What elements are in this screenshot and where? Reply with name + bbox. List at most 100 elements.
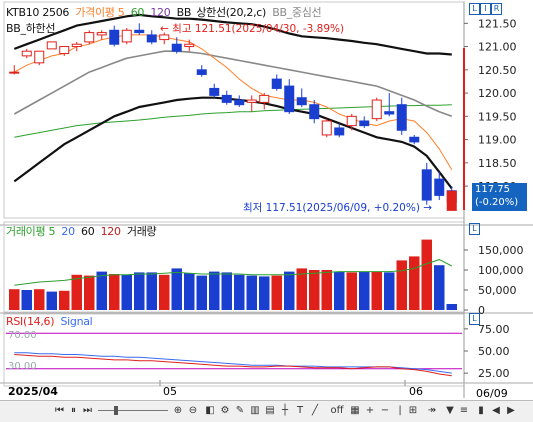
text-icon[interactable]: T xyxy=(296,405,304,416)
step-arrow-icon[interactable]: ↠ xyxy=(427,405,437,416)
signal-legend-label[interactable]: Signal xyxy=(60,315,93,328)
date-label-current: 06/09 xyxy=(476,387,508,400)
rsi-axis-label: 50.00 xyxy=(478,345,510,358)
volume-bar xyxy=(371,271,382,310)
chart-icon[interactable]: ▥ xyxy=(250,405,260,416)
candle-body xyxy=(221,94,232,103)
volume-bar xyxy=(321,270,332,310)
panel-button-i[interactable]: I xyxy=(480,3,491,15)
volume-bar xyxy=(84,275,95,310)
volume-bar xyxy=(159,274,170,310)
split-icon[interactable]: ⊞ xyxy=(408,405,418,416)
first-page-icon[interactable]: ⏮ xyxy=(55,405,64,416)
volume-axis-label: 50,000 xyxy=(478,284,517,297)
candle-body xyxy=(59,46,70,55)
line-tool-icon[interactable]: ╱ xyxy=(311,405,319,416)
bb-upper-line xyxy=(13,13,452,56)
date-label-april: 2025/04 xyxy=(8,385,58,398)
low-annotation-text: 최저 117.51(2025/06/09, +0.20%) xyxy=(243,202,420,214)
ma60-legend[interactable]: 60 xyxy=(130,6,145,19)
candle-body xyxy=(359,120,370,127)
current-price-tag: 117.75 (-0.20%) xyxy=(472,183,527,211)
price-axis-label: 119.00 xyxy=(478,134,517,147)
ma5-line xyxy=(14,34,453,171)
rsi-legend: RSI(14,6) Signal xyxy=(6,315,95,328)
candle-body xyxy=(196,69,207,75)
candle-body xyxy=(96,32,107,36)
collapse-icon[interactable]: ◀ xyxy=(492,405,500,416)
price-legend-line2: BB_하한선 xyxy=(6,20,58,36)
vol-ma5-legend[interactable]: 거래이평 5 xyxy=(6,225,56,238)
panel-button-l[interactable]: L xyxy=(469,3,480,15)
volume-bar xyxy=(346,272,357,310)
bar-icon[interactable]: | xyxy=(398,405,402,416)
candle-body xyxy=(296,97,307,106)
volume-bar xyxy=(446,304,457,310)
compare-icon[interactable]: ▤ xyxy=(265,405,275,416)
crosshair-icon[interactable]: ┼ xyxy=(281,405,289,416)
volume-bar xyxy=(134,272,145,310)
volume-bar xyxy=(384,272,395,310)
candle-body xyxy=(434,178,445,196)
candle-body xyxy=(309,104,320,120)
low-arrow-icon: → xyxy=(423,202,433,214)
volume-bar xyxy=(234,274,245,310)
volume-bar xyxy=(246,275,257,310)
ma5-legend[interactable]: 가격이평 5 xyxy=(75,6,125,19)
panel-button-r[interactable]: R xyxy=(491,3,502,15)
off-button[interactable]: off xyxy=(330,405,344,416)
current-price-value: 117.75 xyxy=(475,184,510,195)
vol-ma20-legend[interactable]: 20 xyxy=(61,225,75,238)
high-arrow-icon: ← xyxy=(160,23,169,35)
volume-bar xyxy=(434,265,445,310)
scroll-slider[interactable] xyxy=(98,403,168,418)
menu-icon[interactable]: ≡ xyxy=(459,405,469,416)
volume-bar xyxy=(46,291,57,310)
candle-body xyxy=(371,99,382,120)
volume-bar xyxy=(96,271,107,310)
volume-bar xyxy=(396,260,407,310)
grid-icon[interactable]: ▦ xyxy=(350,405,360,416)
settings-gear-icon[interactable]: ⚙ xyxy=(220,405,230,416)
slider-track xyxy=(98,410,168,411)
bb-lower-legend[interactable]: BB_하한선 xyxy=(6,22,56,35)
current-price-change: (-0.20%) xyxy=(475,197,519,208)
rsi-panel-button-l[interactable]: L xyxy=(469,313,480,325)
restore-icon[interactable]: ◧ xyxy=(205,405,215,416)
volume-bar xyxy=(309,270,320,310)
scroll-down-icon[interactable]: ▼ xyxy=(446,405,454,416)
volume-bar xyxy=(334,271,345,310)
volume-legend: 거래이평 5 20 60 120 거래량 xyxy=(6,223,159,239)
zoom-out-icon[interactable]: ⊖ xyxy=(188,405,198,416)
last-page-icon[interactable]: ⏭ xyxy=(83,405,92,416)
candle-body xyxy=(34,50,45,64)
price-axis-label: 119.50 xyxy=(478,110,517,123)
panel-size-icon[interactable]: ▮ xyxy=(478,405,484,416)
volume-bar xyxy=(284,271,295,310)
rsi-legend-label[interactable]: RSI(14,6) xyxy=(6,315,55,328)
pause-icon[interactable]: ⏸ xyxy=(71,405,76,416)
expand-icon[interactable]: ▶ xyxy=(507,405,515,416)
minus-icon[interactable]: − xyxy=(380,405,390,416)
vol-ma60-legend[interactable]: 60 xyxy=(81,225,95,238)
candle-body xyxy=(46,41,57,50)
volume-bar xyxy=(184,273,195,310)
drawing-icon[interactable]: ✎ xyxy=(235,405,245,416)
zoom-in-icon[interactable]: ⊕ xyxy=(173,405,183,416)
bb-mid-legend[interactable]: BB_중심선 xyxy=(272,6,322,19)
plus-icon[interactable]: + xyxy=(365,405,375,416)
vol-ma120-legend[interactable]: 120 xyxy=(100,225,121,238)
bb-upper-legend[interactable]: BB_상한선(20,2,c) xyxy=(176,6,267,19)
candle-body xyxy=(246,99,257,103)
vol-panel-button-l[interactable]: L xyxy=(469,223,480,235)
price-axis-label: 120.00 xyxy=(478,87,517,100)
bb-lower-line xyxy=(13,96,453,190)
volume-bar xyxy=(209,271,220,310)
slider-thumb[interactable] xyxy=(114,406,118,415)
volume-bar xyxy=(296,268,307,310)
ma120-legend[interactable]: 120 xyxy=(150,6,171,19)
price-axis-label: 121.50 xyxy=(478,17,517,30)
candle-body xyxy=(321,120,332,136)
volume-ma-line xyxy=(14,259,453,286)
